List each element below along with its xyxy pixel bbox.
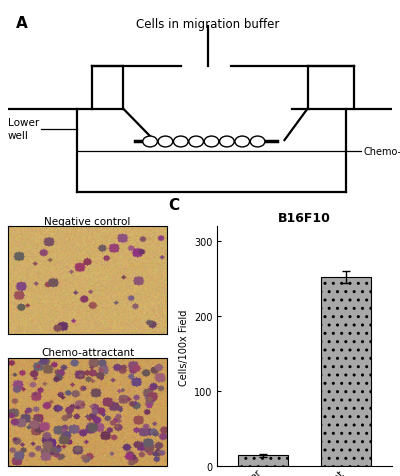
Circle shape bbox=[204, 137, 219, 148]
Circle shape bbox=[189, 137, 204, 148]
Text: Chemo-attractant: Chemo-attractant bbox=[363, 147, 400, 157]
Y-axis label: Cells/100x Field: Cells/100x Field bbox=[178, 308, 188, 385]
Text: C: C bbox=[168, 198, 180, 213]
Bar bbox=[238, 455, 288, 466]
Circle shape bbox=[250, 137, 265, 148]
Circle shape bbox=[143, 137, 157, 148]
Bar bbox=[321, 277, 371, 466]
Title: Negative control: Negative control bbox=[44, 216, 131, 226]
Circle shape bbox=[174, 137, 188, 148]
Circle shape bbox=[220, 137, 234, 148]
Text: Cells in migration buffer: Cells in migration buffer bbox=[136, 18, 279, 31]
Text: A: A bbox=[16, 16, 28, 30]
Text: Lower
well: Lower well bbox=[8, 118, 39, 140]
Title: B16F10: B16F10 bbox=[278, 211, 331, 224]
Circle shape bbox=[158, 137, 173, 148]
Title: Chemo-attractant: Chemo-attractant bbox=[41, 348, 134, 358]
Circle shape bbox=[235, 137, 250, 148]
